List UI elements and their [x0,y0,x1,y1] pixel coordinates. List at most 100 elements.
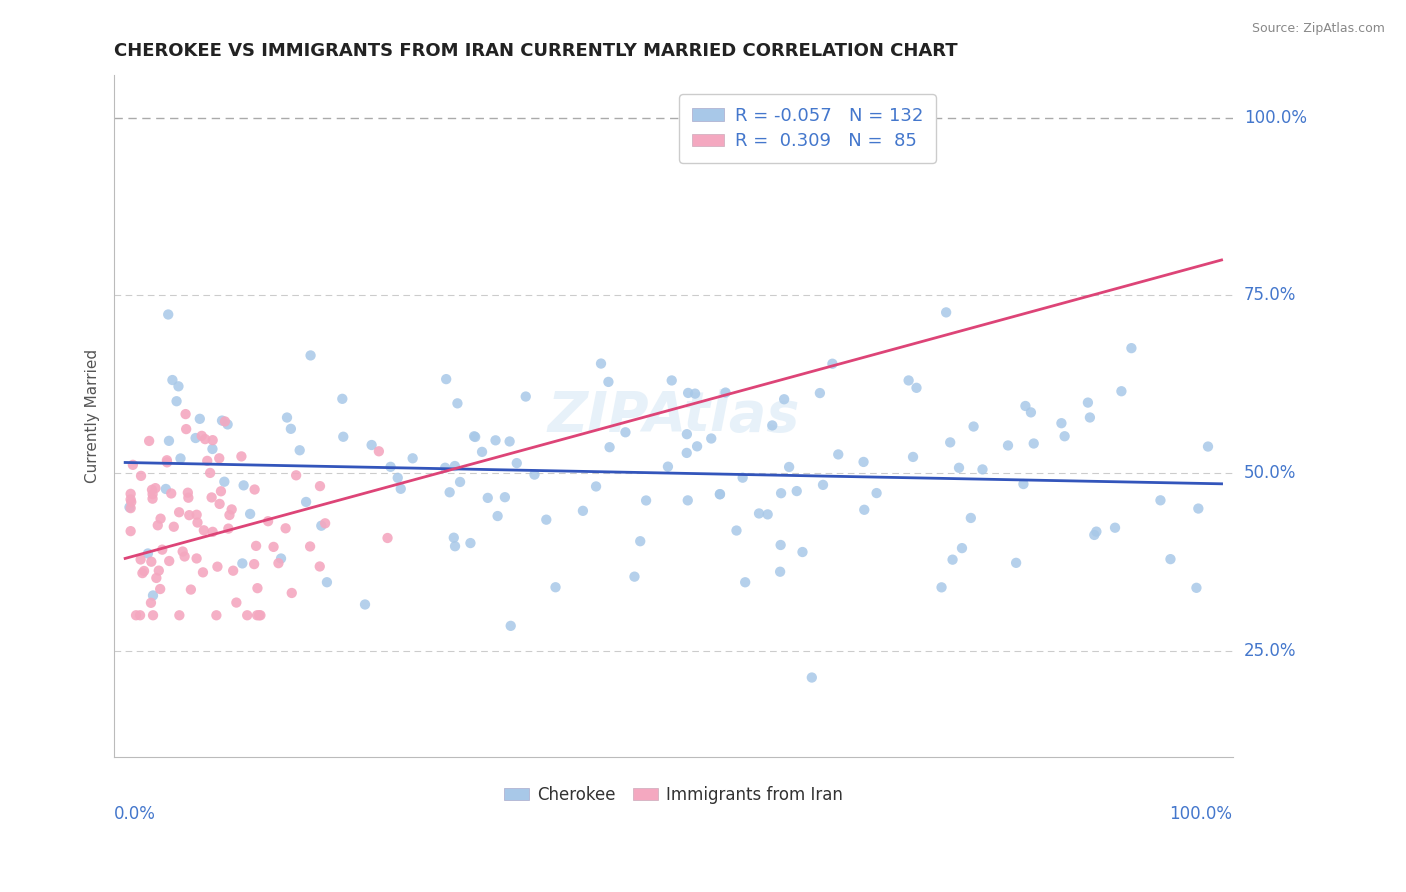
Point [225,596,247,610]
Point [288,443,311,458]
Point [314,516,336,531]
Point [811,478,834,492]
Point [387,471,409,485]
Point [149,582,172,596]
Point [217,522,239,536]
Point [167,379,190,393]
Point [1104,521,1126,535]
Point [263,540,285,554]
Point [443,531,465,545]
Point [316,575,339,590]
Point [149,511,172,525]
Text: 100.0%: 100.0% [1244,109,1306,127]
Point [446,396,468,410]
Point [132,564,155,578]
Point [120,524,142,538]
Point [808,386,831,401]
Point [709,487,731,501]
Point [1121,341,1143,355]
Point [160,486,183,500]
Point [145,481,167,495]
Point [853,503,876,517]
Point [434,372,457,386]
Point [299,540,322,554]
Point [731,471,754,485]
Point [190,429,212,443]
Point [198,466,221,480]
Point [377,531,399,545]
Point [274,521,297,535]
Point [1022,436,1045,450]
Point [589,357,612,371]
Point [166,394,188,409]
Text: Source: ZipAtlas.com: Source: ZipAtlas.com [1251,22,1385,36]
Point [683,386,706,401]
Point [131,566,153,581]
Point [121,458,143,472]
Point [163,520,186,534]
Point [167,505,190,519]
Point [177,491,200,505]
Point [948,460,970,475]
Point [246,608,269,623]
Point [222,564,245,578]
Point [1111,384,1133,399]
Point [270,551,292,566]
Point [184,431,207,445]
Point [120,495,142,509]
Point [207,559,229,574]
Point [295,495,318,509]
Point [444,458,467,473]
Point [267,556,290,570]
Point [1005,556,1028,570]
Point [769,538,792,552]
Point [905,381,928,395]
Point [145,571,167,585]
Point [897,373,920,387]
Point [193,524,215,538]
Point [464,430,486,444]
Point [179,508,201,523]
Point [1050,416,1073,430]
Point [276,410,298,425]
Point [852,455,875,469]
Point [142,491,165,506]
Point [188,412,211,426]
Point [1197,440,1219,454]
Point [209,484,232,499]
Point [997,438,1019,452]
Point [173,549,195,564]
Point [792,545,814,559]
Point [169,451,191,466]
Point [498,434,520,449]
Point [257,514,280,528]
Point [1014,399,1036,413]
Point [1187,501,1209,516]
Point [194,432,217,446]
Point [1078,410,1101,425]
Point [247,608,270,623]
Point [172,544,194,558]
Legend: Cherokee, Immigrants from Iran: Cherokee, Immigrants from Iran [498,779,849,811]
Point [125,608,148,623]
Point [157,308,180,322]
Text: 100.0%: 100.0% [1170,805,1233,823]
Point [169,608,191,623]
Point [536,513,558,527]
Point [471,445,494,459]
Point [208,497,231,511]
Point [962,419,984,434]
Point [477,491,499,505]
Point [676,493,699,508]
Point [1185,581,1208,595]
Point [786,484,808,499]
Point [959,511,981,525]
Point [174,407,197,421]
Point [231,450,253,464]
Point [734,575,756,590]
Point [177,485,200,500]
Point [214,475,236,489]
Point [236,608,259,623]
Point [389,482,412,496]
Point [150,542,173,557]
